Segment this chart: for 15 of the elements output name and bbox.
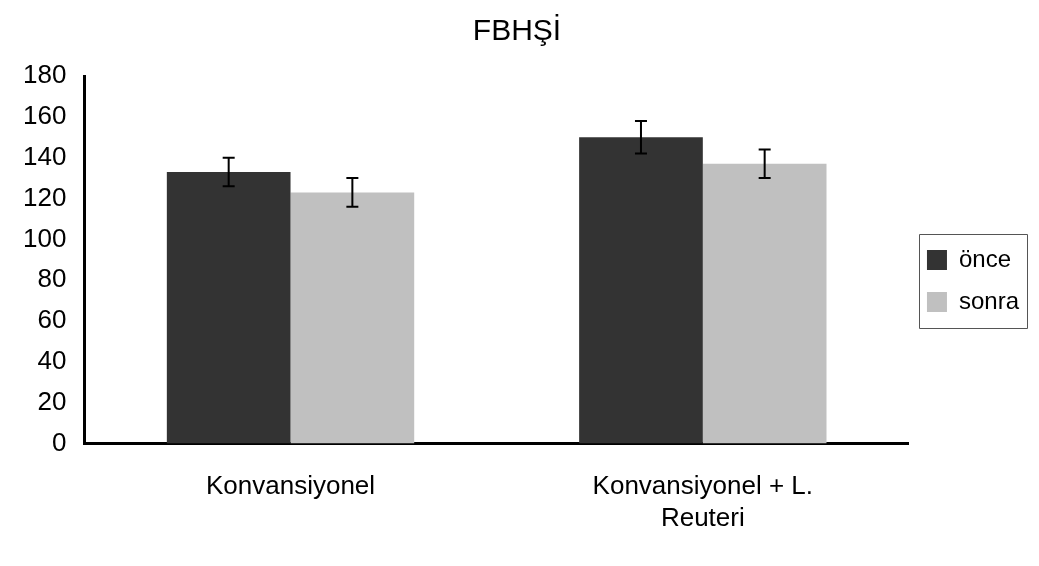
y-tick-label: 0 (51, 426, 67, 457)
y-tick-label: 140 (22, 140, 67, 171)
y-tick-label: 160 (22, 100, 67, 131)
chart-title: FBHŞİ (472, 13, 562, 47)
y-tick-label: 40 (37, 345, 67, 376)
y-tick-label: 20 (37, 385, 67, 416)
y-tick-label: 100 (22, 222, 67, 253)
legend-label: sonra (958, 286, 1020, 314)
y-tick-label: 120 (22, 181, 67, 212)
x-tick-label: Konvansiyonel + L. Reuteri (592, 470, 814, 532)
y-tick-label: 60 (37, 304, 67, 335)
y-tick-label: 80 (37, 263, 67, 294)
x-tick-label: Konvansiyonel (205, 470, 376, 501)
y-tick-label: 180 (22, 59, 67, 90)
legend-label: önce (958, 244, 1012, 272)
